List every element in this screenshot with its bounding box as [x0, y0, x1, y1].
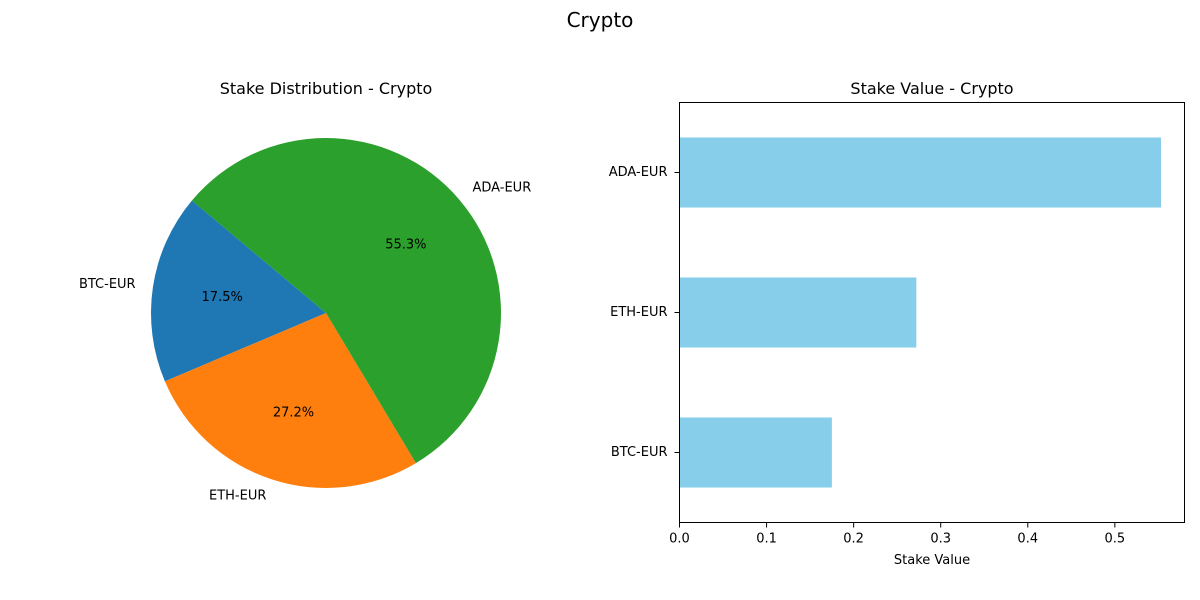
pie-percent-eth-eur: 27.2% [273, 405, 314, 420]
pie-slices [150, 138, 501, 489]
y-axis: BTC-EUR ETH-EUR ADA-EUR [609, 165, 680, 460]
x-tick-label: 0.1 [756, 532, 777, 547]
bar-chart-title: Stake Value - Crypto [850, 79, 1013, 98]
bar-btc-eur [679, 417, 832, 488]
pie-chart-title: Stake Distribution - Crypto [220, 79, 433, 98]
pie-labels: BTC-EUR 17.5% ETH-EUR 27.2% ADA-EUR 55.3% [79, 181, 531, 504]
pie-label-btc-eur: BTC-EUR [79, 277, 136, 292]
bar-chart: Stake Value - Crypto BTC-EUR ETH-EUR ADA-E… [609, 79, 1185, 568]
x-tick-label: 0.4 [1017, 532, 1038, 547]
x-axis-label: Stake Value [894, 553, 970, 568]
pie-label-ada-eur: ADA-EUR [473, 181, 532, 196]
x-tick-label: 0.0 [669, 532, 690, 547]
bar-ada-eur [679, 137, 1161, 208]
y-tick-label-eth-eur: ETH-EUR [610, 305, 667, 320]
pie-slice-ada-eur [191, 138, 501, 464]
bar-eth-eur [679, 277, 917, 348]
y-tick-label-btc-eur: BTC-EUR [611, 445, 668, 460]
bar-marks [679, 137, 1161, 488]
figure-suptitle: Crypto [567, 8, 634, 32]
pie-percent-btc-eur: 17.5% [202, 290, 243, 305]
x-tick-label: 0.2 [843, 532, 864, 547]
x-tick-label: 0.5 [1105, 532, 1126, 547]
x-axis: 0.0 0.1 0.2 0.3 0.4 0.5 [669, 522, 1126, 547]
pie-label-eth-eur: ETH-EUR [209, 489, 266, 504]
pie-chart: Stake Distribution - Crypto BTC-EUR 17.5%… [79, 79, 531, 504]
pie-slice-eth-eur [164, 313, 416, 489]
pie-slice-btc-eur [150, 200, 326, 382]
y-tick-label-ada-eur: ADA-EUR [609, 165, 668, 180]
pie-percent-ada-eur: 55.3% [385, 237, 426, 252]
x-tick-label: 0.3 [930, 532, 951, 547]
